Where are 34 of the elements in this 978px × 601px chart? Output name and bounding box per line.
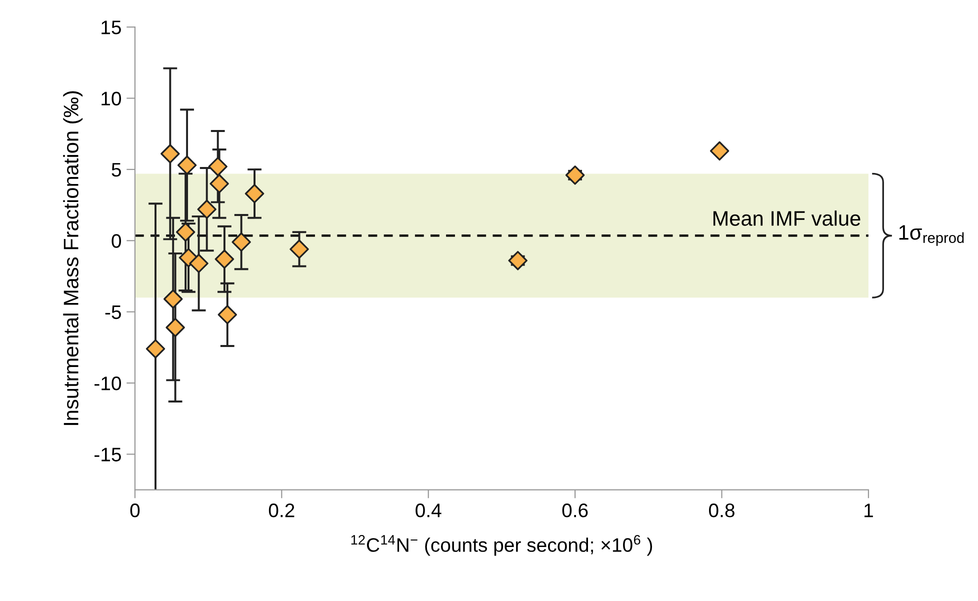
x-tick-label: 0.6 bbox=[562, 504, 588, 518]
x-tick-label: 0.4 bbox=[416, 504, 442, 518]
point bbox=[290, 240, 309, 259]
y-axis-title: Insutrmental Mass Fractionation (‰) bbox=[63, 91, 83, 425]
point bbox=[166, 318, 185, 338]
y-tick-label: -15 bbox=[94, 448, 121, 462]
point bbox=[244, 184, 264, 204]
point bbox=[710, 141, 730, 161]
x-tick-label: 0.8 bbox=[709, 504, 734, 518]
y-tick-label: 0 bbox=[112, 234, 122, 248]
x-tick-label: 0 bbox=[130, 504, 140, 518]
x-axis-title: $^{12}$C$^{14}$N$^{−}$ (counts per second; ×10$^{6}$ ) bbox=[351, 535, 652, 556]
y-tick-label: 10 bbox=[102, 92, 122, 106]
point bbox=[214, 250, 234, 269]
point bbox=[218, 305, 238, 324]
point bbox=[508, 250, 528, 270]
point bbox=[565, 166, 585, 185]
ref-line-label: Mean IMF value bbox=[713, 210, 860, 226]
x-tick-label: 0.2 bbox=[268, 504, 294, 518]
point bbox=[232, 232, 251, 252]
x-tick-label: 1 bbox=[864, 504, 873, 518]
point bbox=[146, 339, 166, 358]
y-tick-label: -10 bbox=[94, 376, 122, 390]
band-label: 1σ$_{reprod}$ bbox=[899, 225, 964, 246]
point bbox=[197, 200, 216, 219]
point bbox=[163, 289, 183, 309]
point bbox=[208, 156, 228, 176]
point bbox=[177, 156, 197, 175]
y-tick-label: 15 bbox=[102, 20, 121, 34]
y-tick-label: -5 bbox=[105, 305, 121, 320]
y-tick-label: 5 bbox=[112, 163, 121, 177]
point bbox=[189, 254, 208, 274]
point bbox=[160, 144, 180, 164]
point bbox=[210, 174, 229, 194]
